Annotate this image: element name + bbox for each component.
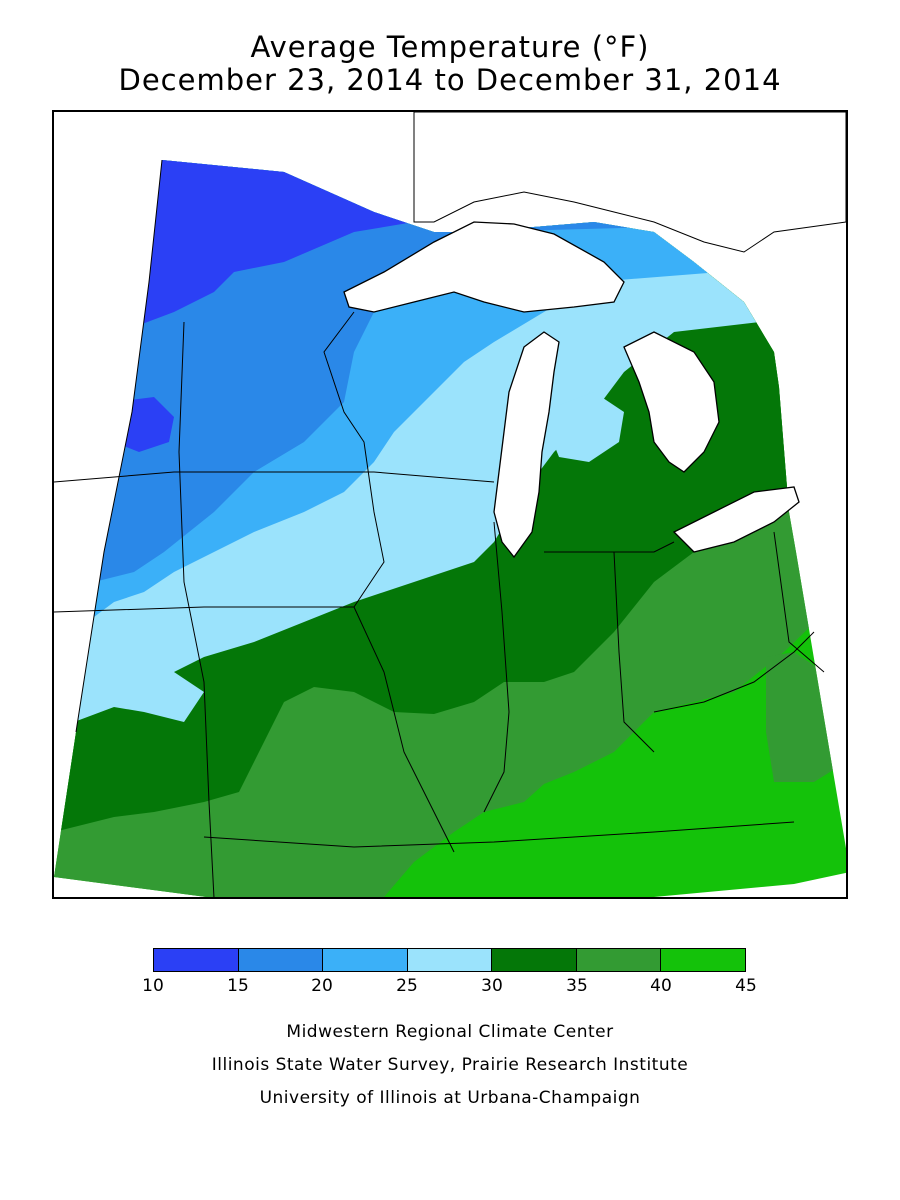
boundary-dakotas-minnesota (178, 321, 215, 897)
legend-tick: 20 (311, 976, 333, 996)
boundary-indiana-ohio (613, 551, 655, 753)
legend-swatch-10-15 (154, 949, 239, 971)
band-35-40-east (766, 652, 846, 782)
boundary-north-south-1 (54, 471, 495, 483)
lake-michigan (493, 331, 560, 559)
map-panel (52, 110, 848, 899)
credit-mrcc: Midwestern Regional Climate Center (286, 1022, 614, 1042)
legend-swatch-15-20 (238, 949, 324, 971)
state-boundaries (54, 159, 825, 897)
legend-swatch-35-40 (576, 949, 662, 971)
legend-tick: 45 (735, 976, 757, 996)
legend-swatch-20-25 (323, 949, 408, 971)
lake-erie (672, 486, 800, 553)
boundary-ohio-east (773, 531, 825, 673)
credit-uiuc: University of Illinois at Urbana-Champai… (259, 1088, 641, 1108)
boundary-southern (203, 821, 795, 848)
temperature-map (54, 112, 846, 897)
legend-tick: 40 (650, 976, 672, 996)
legend-tick: 30 (481, 976, 503, 996)
legend-tick: 25 (396, 976, 418, 996)
temperature-legend (153, 948, 746, 972)
credit-isws: Illinois State Water Survey, Prairie Res… (211, 1055, 689, 1075)
legend-swatch-30-35 (492, 949, 577, 971)
legend-swatch-25-30 (407, 949, 493, 971)
lake-huron (623, 331, 720, 473)
boundary-ohio-river (653, 631, 815, 713)
map-title: Average Temperature (°F) (250, 30, 650, 64)
lake-superior (343, 221, 625, 313)
band-25-30-michigan (549, 392, 624, 462)
legend-tick: 35 (566, 976, 588, 996)
legend-swatch-40-45 (661, 949, 746, 971)
boundary-mississippi (353, 606, 455, 853)
canada-area (413, 112, 846, 253)
boundary-iowa-missouri (54, 606, 354, 613)
legend-tick: 10 (142, 976, 164, 996)
boundary-michigan-south (544, 541, 675, 553)
map-date-range: December 23, 2014 to December 31, 2014 (118, 63, 782, 97)
legend-tick: 15 (227, 976, 249, 996)
boundary-illinois-indiana (483, 521, 510, 813)
boundary-west-edge (75, 159, 163, 733)
great-lakes (343, 221, 800, 559)
boundary-wisconsin-minnesota (323, 311, 385, 608)
